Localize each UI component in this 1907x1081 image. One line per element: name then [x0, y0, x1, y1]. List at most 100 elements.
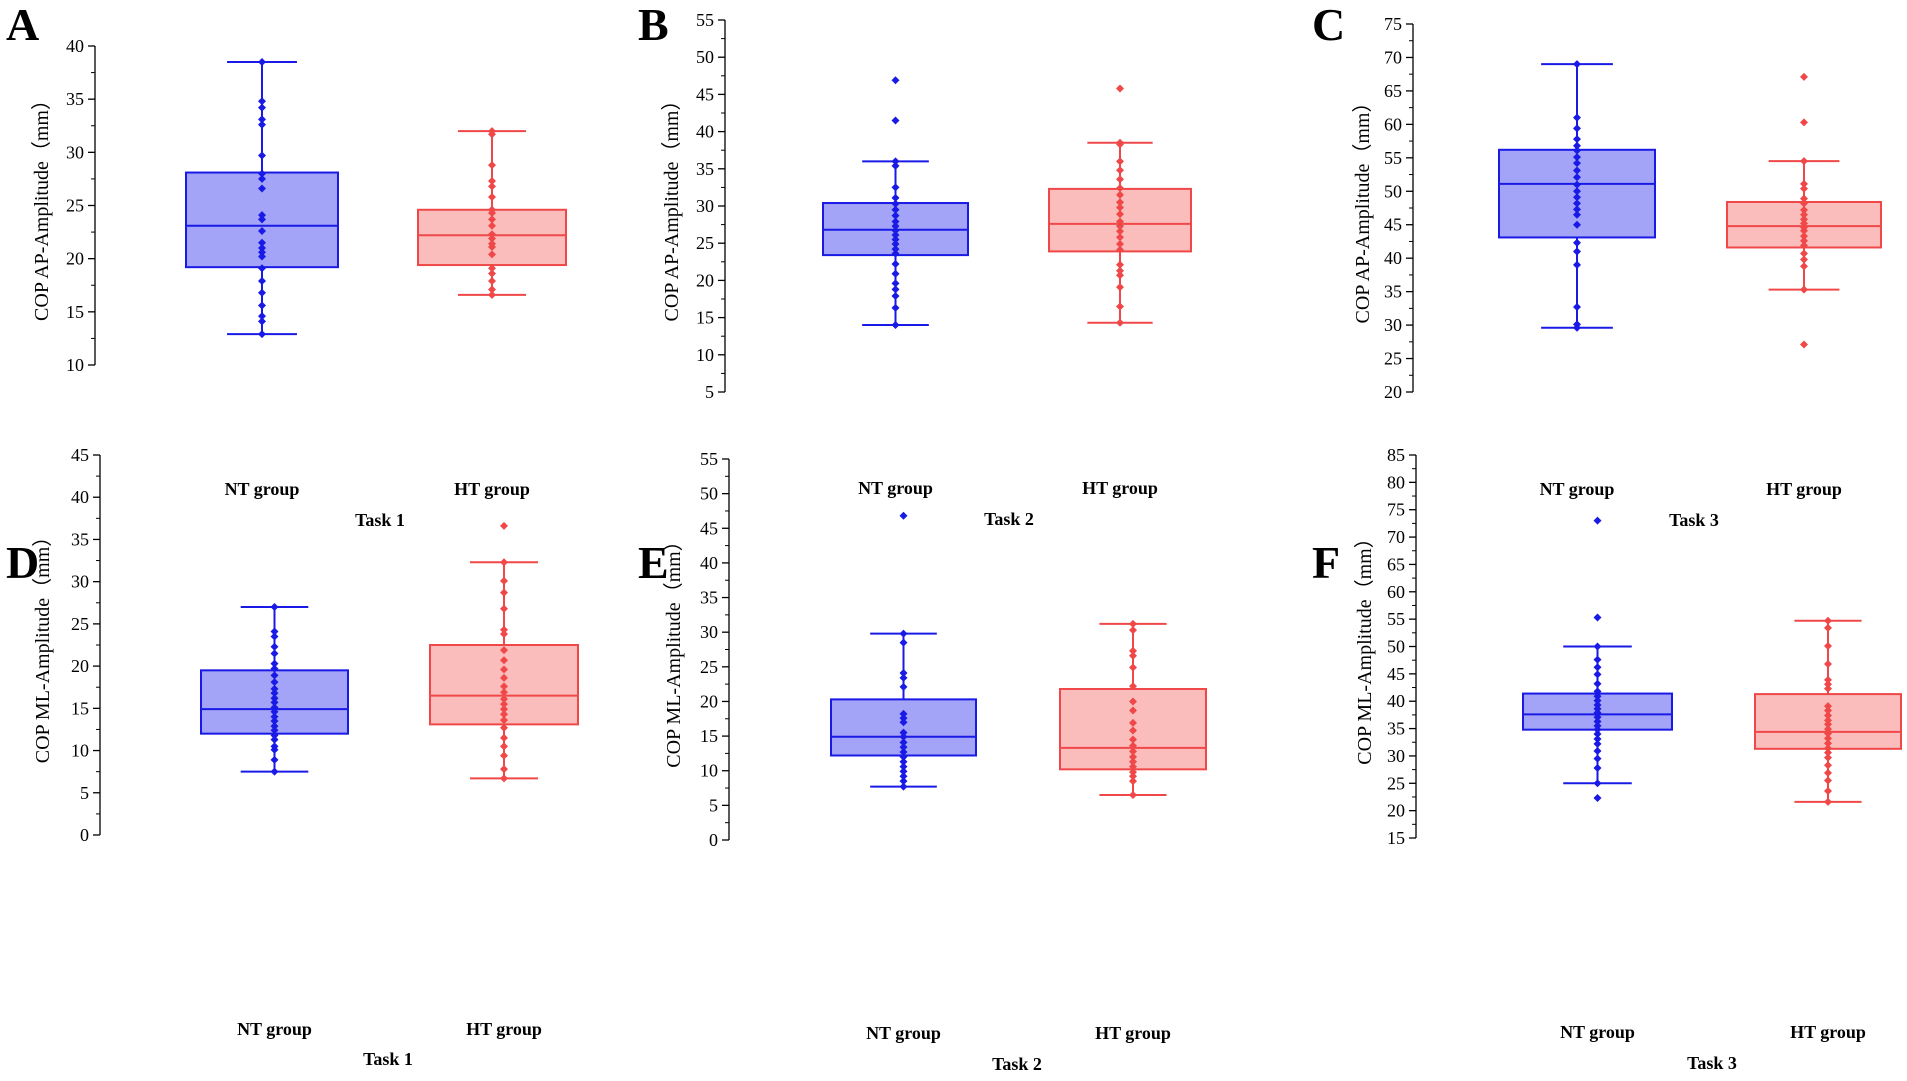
y-tick-label: 55	[700, 449, 718, 469]
data-point	[500, 751, 508, 760]
y-tick-label: 70	[1387, 527, 1405, 547]
y-tick-label: 50	[696, 47, 714, 67]
y-tick-label: 15	[71, 698, 89, 718]
data-point	[1593, 613, 1602, 622]
data-point	[1573, 135, 1581, 144]
box-ht-group	[1048, 84, 1192, 327]
data-point	[1800, 118, 1808, 127]
y-tick-label: 20	[696, 270, 714, 290]
box-ht-group	[417, 127, 567, 299]
category-label: HT group	[1766, 479, 1842, 499]
y-tick-label: 5	[709, 795, 718, 815]
box-nt-group	[1498, 60, 1656, 332]
x-axis-task-label: Task 1	[363, 1049, 413, 1069]
y-tick-label: 25	[700, 657, 718, 677]
data-point	[270, 659, 279, 668]
panel-d: D 0 5 10 15 20 25 30 35 40 45 COP ML-Amplitude（mm） N…	[6, 445, 579, 1069]
y-tick-label: 5	[705, 382, 714, 402]
data-point	[891, 260, 900, 269]
data-point	[258, 244, 266, 253]
data-point	[1593, 734, 1602, 743]
data-point	[1129, 718, 1137, 727]
y-tick-label: 45	[71, 445, 89, 465]
data-point	[270, 694, 279, 703]
category-label: HT group	[466, 1019, 542, 1039]
y-tick-label: 20	[66, 249, 84, 269]
data-point	[891, 292, 900, 301]
data-point	[1116, 175, 1124, 184]
panel-f: F 15 20 25 30 35 40 45 50 55 60 65 70 75 80 85 COP ML-Am…	[1312, 445, 1902, 1073]
data-point	[258, 252, 266, 261]
data-point	[488, 250, 496, 259]
data-point	[270, 712, 279, 721]
y-tick-label: 70	[1384, 47, 1402, 67]
data-point	[1116, 302, 1124, 311]
data-point	[1573, 303, 1581, 312]
data-point	[258, 169, 266, 178]
y-tick-label: 55	[1387, 609, 1405, 629]
data-point	[1800, 285, 1808, 294]
data-point	[1129, 768, 1137, 777]
box-ht-group	[1726, 72, 1882, 349]
data-point	[1593, 708, 1602, 717]
data-point	[258, 120, 266, 129]
y-tick-label: 25	[1384, 349, 1402, 369]
y-tick-label: 50	[1387, 637, 1405, 657]
data-point	[1116, 233, 1124, 242]
y-tick-label: 20	[71, 656, 89, 676]
data-point	[1116, 245, 1124, 254]
data-point	[488, 264, 496, 273]
data-point	[270, 689, 279, 698]
data-point	[1800, 340, 1808, 349]
data-point	[270, 632, 279, 641]
data-point	[1573, 247, 1581, 256]
y-tick-label: 25	[696, 233, 714, 253]
panel-letter: E	[638, 537, 669, 588]
y-tick-label: 0	[80, 825, 89, 845]
data-point	[270, 767, 279, 776]
data-point	[258, 227, 266, 236]
data-point	[1593, 730, 1602, 739]
y-tick-label: 15	[1387, 828, 1405, 848]
box-ht-group	[1754, 616, 1902, 806]
data-point	[1116, 198, 1124, 207]
data-point	[899, 718, 908, 727]
data-point	[1800, 210, 1808, 219]
data-point	[1129, 682, 1137, 691]
data-point	[1824, 720, 1832, 729]
data-point	[1593, 655, 1602, 664]
y-tick-label: 40	[700, 553, 718, 573]
data-point	[891, 321, 900, 330]
data-point	[1116, 166, 1124, 175]
data-point	[1573, 141, 1581, 150]
data-point	[1573, 113, 1581, 122]
data-point	[1800, 206, 1808, 215]
data-point	[1593, 725, 1602, 734]
panel-letter: B	[638, 0, 669, 50]
data-point	[500, 688, 508, 697]
category-label: NT group	[1560, 1022, 1635, 1042]
data-point	[899, 682, 908, 691]
data-point	[1800, 255, 1808, 264]
data-point	[1129, 651, 1137, 660]
data-point	[891, 249, 900, 258]
data-point	[270, 642, 279, 651]
data-point	[1824, 734, 1832, 743]
y-axis-label: COP AP-Amplitude（mm）	[30, 90, 53, 321]
data-point	[488, 161, 496, 170]
data-point	[1593, 779, 1602, 788]
data-point	[1573, 238, 1581, 247]
data-point	[1116, 318, 1124, 327]
data-point	[899, 709, 908, 718]
y-tick-label: 50	[1384, 181, 1402, 201]
y-axis-label: COP ML-Amplitude（mm）	[31, 527, 54, 763]
data-point	[1573, 173, 1581, 182]
data-point	[1573, 199, 1581, 208]
data-point	[270, 735, 279, 744]
category-label: NT group	[866, 1023, 941, 1043]
y-tick-label: 5	[80, 783, 89, 803]
data-point	[1129, 697, 1137, 706]
y-tick-label: 50	[700, 484, 718, 504]
data-point	[500, 765, 508, 774]
box-nt-group	[185, 57, 339, 339]
